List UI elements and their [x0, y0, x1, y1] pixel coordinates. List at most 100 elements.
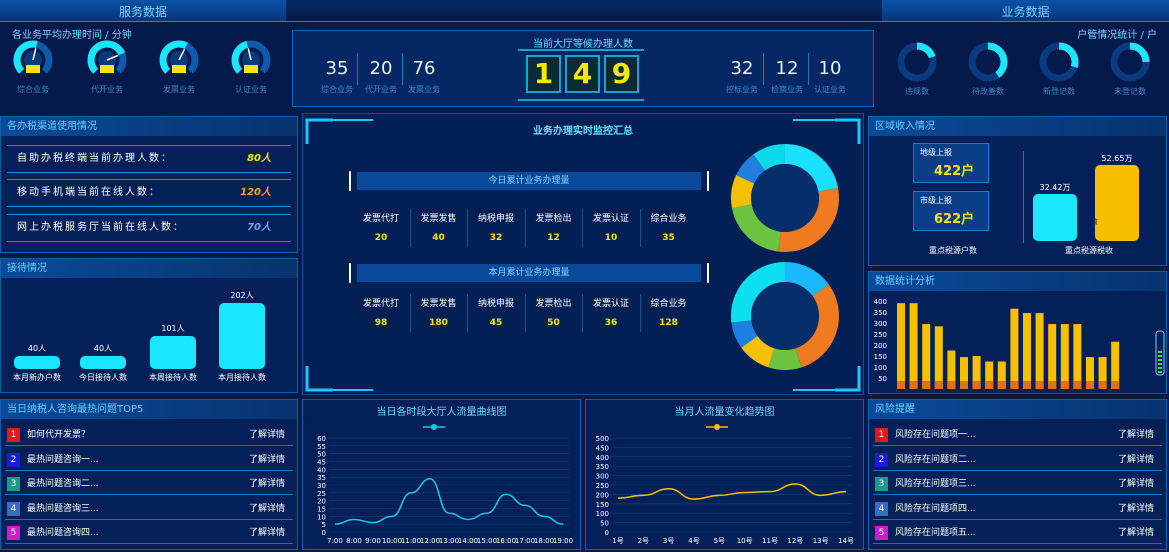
- channel-row-0: 自助办税终端当前办理人数： 80人: [7, 145, 291, 173]
- x-tick-label: 2号: [638, 537, 649, 545]
- donut-slice: [784, 262, 829, 297]
- y-tick-label: 20: [317, 498, 326, 506]
- gauge-value-block: [172, 65, 186, 73]
- waiting-left-1-label: 代开业务: [365, 85, 397, 94]
- stats-panel: 数据统计分析 400 350 300 250 200 150 100 50: [868, 271, 1167, 394]
- reception-bar: [150, 336, 196, 369]
- details-link[interactable]: 了解详情: [248, 454, 285, 465]
- details-link[interactable]: 了解详情: [248, 430, 285, 440]
- gauge-needle-icon: [32, 48, 37, 61]
- table-header: 发票代打: [362, 214, 399, 224]
- scroll-widget-bar: [1158, 367, 1162, 369]
- y-tick-label: 200: [596, 491, 609, 499]
- series-line: [617, 483, 847, 500]
- table-header: 发票认证: [592, 214, 629, 224]
- region-income-title: 区域收入情况: [869, 117, 1166, 136]
- header-right-title: 业务数据: [1001, 5, 1050, 19]
- list-item[interactable]: 1 风险存在问题项一... 了解详情: [873, 424, 1162, 446]
- x-tick-label: 1号: [612, 537, 623, 545]
- avg-time-section: 各业务平均办理时间 / 分钟 综合业务 代开业务 发票业务 认证业务: [0, 22, 290, 110]
- list-item-text: 最热问题咨询三...: [27, 503, 99, 514]
- details-link[interactable]: 了解详情: [1117, 503, 1154, 514]
- region-bars: 32.42万 52.65万收: [1027, 145, 1157, 243]
- y-tick-label: 400: [596, 454, 609, 462]
- region-bar-value: 52.65万: [1101, 154, 1133, 163]
- details-link[interactable]: 了解详情: [1117, 528, 1154, 538]
- region-bar: [1095, 165, 1139, 241]
- x-tick-label: 10:00: [382, 537, 402, 545]
- top5-panel: 当日纳税人咨询最热问题TOP5 1 如何代开发票？ 了解详情 2 最热问题咨询一... 了…: [0, 399, 298, 550]
- rank-badge: 1: [875, 428, 888, 442]
- stats-bar: [1035, 313, 1044, 389]
- stats-bar: [1010, 308, 1019, 389]
- table-value: 45: [489, 318, 503, 328]
- ring-fill: [987, 42, 1008, 78]
- x-tick-label: 18:00: [534, 537, 554, 545]
- hourly-flow-title: 当日各时段大厅人流量曲线图: [376, 407, 507, 418]
- legend-marker: [431, 424, 437, 430]
- waiting-digit-0: 1: [526, 55, 561, 93]
- list-item[interactable]: 3 风险存在问题项三... 了解详情: [873, 473, 1162, 495]
- waiting-left-2-label: 发票业务: [408, 85, 440, 94]
- table-value: 32: [489, 233, 503, 243]
- details-link[interactable]: 了解详情: [248, 503, 285, 514]
- y-tick-label: 50: [600, 520, 609, 528]
- donut-slice: [731, 262, 786, 323]
- list-item[interactable]: 3 最热问题咨询二... 了解详情: [5, 473, 293, 495]
- monitor-panel: 业务办理实时监控汇总 今日累计业务办理量 发票代打 20 发票发售 40 纳税申报 32 发…: [302, 113, 864, 395]
- waiting-right-1-label: 检察业务: [771, 85, 803, 94]
- details-link[interactable]: 了解详情: [1117, 430, 1154, 440]
- stats-bar-base: [1048, 381, 1057, 389]
- channel-row-0-value: 80人: [247, 153, 271, 164]
- x-tick-label: 11:00: [401, 537, 421, 545]
- donut-slice: [795, 284, 839, 368]
- donut-hole: [751, 164, 819, 232]
- list-item[interactable]: 2 最热问题咨询一... 了解详情: [5, 449, 293, 471]
- series-line: [334, 477, 564, 525]
- rank-badge: 2: [7, 452, 20, 467]
- details-link[interactable]: 了解详情: [1117, 479, 1154, 489]
- donut-slice: [753, 144, 786, 171]
- channel-row-2: 网上办税服务厅当前在线人数： 70人: [7, 214, 291, 242]
- details-link[interactable]: 了解详情: [248, 528, 285, 538]
- stats-bar-base: [1086, 381, 1094, 389]
- stats-bar-base: [1073, 381, 1082, 389]
- reception-bar-value: 40人: [27, 343, 47, 353]
- ring-label-1: 待改善数: [972, 87, 1004, 96]
- list-item[interactable]: 5 风险存在问题项五... 了解详情: [873, 522, 1162, 544]
- details-link[interactable]: 了解详情: [248, 479, 285, 489]
- ring-label-3: 未登记数: [1114, 87, 1146, 96]
- region-box-1: 市级上报 622户: [913, 191, 989, 231]
- list-item[interactable]: 4 最热问题咨询三... 了解详情: [5, 498, 293, 520]
- today-banner: 今日累计业务办理量: [357, 172, 701, 190]
- details-link[interactable]: 了解详情: [1117, 454, 1154, 465]
- list-item[interactable]: 4 风险存在问题项四... 了解详情: [873, 498, 1162, 520]
- donut-slice: [768, 348, 802, 370]
- x-tick-label: 16:00: [496, 537, 516, 545]
- channels-title: 各办税渠道使用情况: [1, 117, 297, 136]
- scroll-widget-bar: [1158, 359, 1162, 361]
- table-value: 98: [374, 318, 388, 328]
- header-left-title: 服务数据: [118, 5, 167, 19]
- list-item[interactable]: 2 风险存在问题项二... 了解详情: [873, 449, 1162, 471]
- stats-bar: [972, 356, 981, 389]
- risk-title: 风险提醒: [869, 400, 1166, 419]
- table-divider: [467, 209, 468, 247]
- gauge-fill: [159, 40, 188, 74]
- channel-row-1-label: 移动手机端当前在线人数：: [17, 187, 161, 198]
- reception-bar-value: 101人: [161, 324, 185, 333]
- list-item[interactable]: 1 如何代开发票？ 了解详情: [5, 424, 293, 446]
- list-item[interactable]: 5 最热问题咨询四... 了解详情: [5, 522, 293, 544]
- top5-title: 当日纳税人咨询最热问题TOP5: [1, 400, 297, 419]
- table-value: 20: [374, 233, 388, 243]
- ring-fill: [1058, 42, 1079, 69]
- table-divider: [524, 209, 526, 247]
- region-bar: [1033, 194, 1077, 241]
- rank-badge: 1: [7, 428, 20, 442]
- list-item-text: 最热问题咨询一...: [27, 454, 99, 465]
- household-title: 户管情况统计 / 户: [1077, 30, 1157, 41]
- gauge-needle-icon: [106, 54, 119, 61]
- stats-bar-base: [960, 381, 968, 389]
- x-tick-label: 13:00: [439, 537, 459, 545]
